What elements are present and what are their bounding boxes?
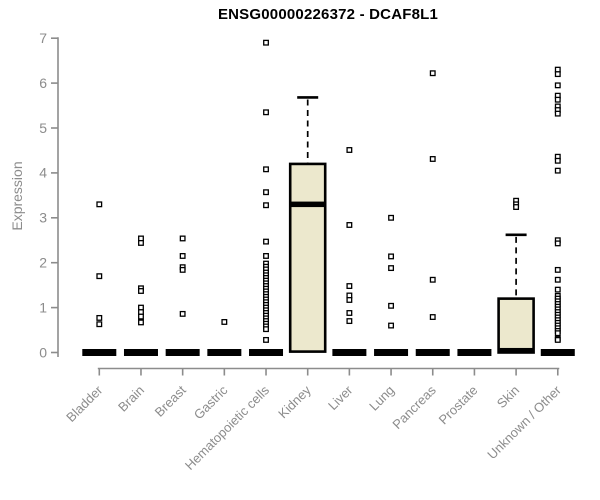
zero-bar (249, 349, 284, 356)
x-tick-label: Kidney (275, 382, 314, 421)
outlier-point (346, 318, 353, 325)
outlier-point (554, 240, 561, 247)
y-tick-label: 1 (39, 299, 47, 315)
zero-bar (457, 349, 492, 356)
outlier-point (429, 156, 436, 162)
outlier-point (346, 222, 353, 228)
x-tick-label: Pancreas (389, 382, 439, 432)
outlier-point (138, 239, 144, 246)
zero-bar (415, 349, 450, 356)
y-tick-label: 0 (39, 344, 47, 360)
x-tick-label: Prostate (436, 383, 481, 428)
outlier-point (346, 297, 353, 303)
y-tick-label: 6 (39, 75, 47, 91)
outlier-point (388, 265, 395, 272)
outlier-point (554, 336, 561, 343)
y-tick-label: 3 (39, 210, 47, 226)
outlier-point (554, 167, 561, 174)
median-line (291, 201, 325, 208)
outlier-point (138, 288, 144, 294)
x-tick-label: Brain (115, 383, 147, 415)
outlier-point (263, 238, 269, 245)
y-tick-label: 4 (39, 165, 47, 181)
outlier-point (554, 286, 561, 293)
outlier-point (429, 70, 436, 77)
x-tick-label: Gastric (191, 382, 231, 422)
outlier-point (96, 201, 103, 208)
outlier-point (554, 82, 561, 89)
outlier-point (346, 310, 353, 316)
x-tick-label: Skin (494, 383, 522, 411)
outlier-point (263, 336, 269, 343)
x-tick-label: Bladder (63, 382, 106, 425)
outlier-point (554, 71, 561, 78)
zero-bar (82, 349, 117, 356)
box-body (497, 297, 535, 354)
outlier-point (554, 157, 561, 164)
outlier-point (263, 189, 269, 196)
x-tick-label: Lung (366, 383, 397, 414)
outlier-point (179, 266, 186, 273)
outlier-point (138, 313, 144, 320)
outlier-point (346, 147, 353, 153)
x-tick-label: Breast (152, 382, 189, 419)
y-tick-label: 7 (39, 30, 47, 46)
outlier-point (388, 322, 395, 329)
zero-bar (207, 349, 242, 356)
outlier-point (179, 235, 186, 242)
outlier-point (179, 310, 186, 317)
zero-bar (540, 349, 575, 356)
zero-bar (374, 349, 409, 356)
outlier-point (554, 276, 561, 283)
y-tick-label: 5 (39, 120, 47, 136)
outlier-point (179, 253, 186, 259)
outlier-point (513, 204, 520, 210)
zero-bar (123, 349, 158, 356)
outlier-point (554, 330, 561, 337)
outlier-point (554, 96, 561, 103)
outlier-point (388, 214, 395, 221)
outlier-point (263, 202, 269, 209)
outlier-point (96, 321, 103, 328)
outlier-point (388, 253, 395, 260)
x-tick-label: Unknown / Other (484, 382, 564, 462)
outlier-point (263, 253, 269, 259)
outlier-point (388, 302, 395, 309)
outlier-point (263, 326, 269, 333)
zero-bar (165, 349, 200, 356)
outlier-point (429, 314, 436, 320)
chart-title: ENSG00000226372 - DCAF8L1 (217, 6, 439, 23)
outlier-point (263, 39, 269, 46)
outlier-point (429, 276, 436, 283)
box-body (288, 162, 327, 353)
outlier-point (96, 273, 103, 280)
outlier-point (263, 109, 269, 116)
x-tick-label: Liver (325, 382, 356, 413)
y-tick-label: 2 (39, 255, 47, 271)
outlier-point (554, 266, 561, 273)
median-line (499, 347, 533, 354)
zero-bar (332, 349, 367, 356)
outlier-point (346, 283, 353, 289)
outlier-point (221, 319, 228, 325)
outlier-point (554, 110, 561, 117)
outlier-point (138, 319, 144, 326)
outlier-point (96, 314, 103, 321)
outlier-point (263, 166, 269, 173)
